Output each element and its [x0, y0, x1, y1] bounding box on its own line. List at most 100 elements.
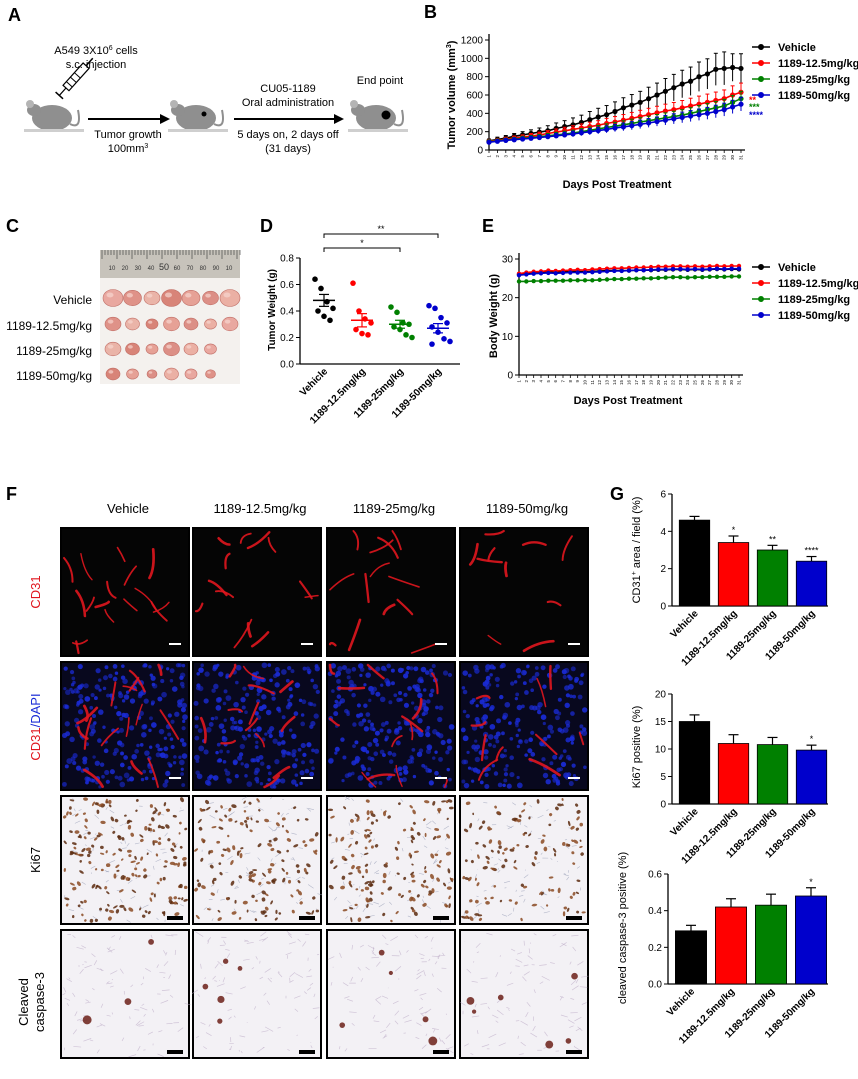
x-tick-label: 9 — [575, 380, 580, 383]
ki67-positive-nucleus — [234, 899, 237, 904]
stroma-fiber — [270, 977, 272, 980]
nucleus-stain — [517, 674, 521, 679]
nucleus-stain — [375, 742, 380, 747]
stroma-fiber — [428, 958, 431, 962]
ki67-positive-nucleus — [487, 828, 493, 831]
nucleus-stain — [104, 665, 109, 670]
stroma-fiber — [418, 1006, 424, 1011]
nucleus-stain — [570, 711, 575, 716]
ki67-positive-nucleus — [395, 910, 399, 915]
nucleus-stain — [225, 770, 231, 776]
ki67-positive-nucleus — [126, 849, 132, 853]
ki67-positive-nucleus — [275, 822, 280, 827]
stroma-fiber — [445, 1048, 454, 1054]
nucleus-stain — [144, 776, 149, 781]
stroma-fiber — [85, 1001, 91, 1004]
nucleus-stain — [237, 755, 243, 761]
ki67-positive-nucleus — [333, 865, 338, 870]
nucleus-stain — [300, 713, 305, 717]
nucleus-stain — [225, 695, 232, 701]
nucleus-stain — [580, 673, 584, 678]
nucleus-stain — [515, 692, 520, 697]
nucleus-stain — [393, 693, 398, 698]
nucleus-stain — [368, 698, 372, 703]
stroma-fiber — [163, 950, 166, 955]
stroma-fiber — [487, 1006, 490, 1010]
tumor-specimen — [219, 289, 241, 307]
ki67-positive-nucleus — [357, 869, 362, 874]
stroma-fiber — [574, 1016, 582, 1022]
ki67-positive-nucleus — [557, 803, 563, 807]
stroma-fiber — [223, 807, 228, 810]
ki67-positive-nucleus — [77, 853, 83, 856]
nucleus-stain — [252, 728, 257, 733]
stroma-fiber — [407, 915, 412, 918]
legend-label: Vehicle — [778, 262, 816, 274]
nucleus-stain — [70, 690, 75, 694]
x-tick-label: 22 — [671, 380, 676, 386]
ki67-positive-nucleus — [228, 818, 233, 822]
bar — [675, 930, 708, 985]
nucleus-stain — [391, 752, 397, 757]
nucleus-stain — [97, 738, 102, 743]
ki67-positive-nucleus — [135, 798, 139, 802]
data-point — [646, 120, 652, 126]
nucleus-stain — [410, 760, 414, 764]
ki67-positive-nucleus — [244, 819, 248, 823]
ki67-positive-nucleus — [561, 797, 564, 801]
data-point — [312, 276, 318, 283]
nucleus-stain — [494, 676, 500, 682]
nucleus-stain — [357, 775, 364, 781]
nucleus-stain — [465, 713, 470, 719]
stroma-fiber — [476, 951, 480, 953]
stroma-fiber — [208, 1023, 211, 1027]
nucleus-stain — [240, 762, 244, 766]
ki67-positive-nucleus — [370, 845, 374, 849]
significance-marker: **** — [749, 110, 764, 120]
ki67-positive-nucleus — [179, 845, 183, 849]
stroma-fiber — [174, 949, 177, 955]
ki67-positive-nucleus — [572, 862, 576, 865]
nucleus-stain — [354, 756, 361, 763]
ki67-positive-nucleus — [99, 907, 103, 911]
nucleus-stain — [264, 732, 268, 736]
panel-letter-d: D — [260, 216, 273, 236]
stroma-fiber — [362, 908, 366, 912]
data-point — [553, 271, 558, 276]
ki67-positive-nucleus — [95, 884, 99, 890]
stroma-fiber — [369, 861, 372, 866]
nucleus-stain — [496, 718, 502, 724]
y-tick-label: 30 — [502, 255, 514, 266]
ki67-positive-nucleus — [448, 895, 451, 900]
stroma-fiber — [351, 798, 354, 802]
data-point — [403, 332, 409, 338]
data-point — [327, 317, 333, 324]
cell-injection-text: A549 3X106 cells — [54, 45, 138, 57]
ki67-positive-nucleus — [238, 916, 242, 920]
stroma-fiber — [394, 1020, 399, 1025]
nucleus-stain — [571, 763, 576, 768]
vessel-stain — [535, 733, 558, 756]
vessel-stain — [123, 598, 138, 612]
ki67-positive-nucleus — [447, 799, 453, 803]
vessel-stain — [227, 708, 243, 713]
ki67-positive-nucleus — [464, 915, 469, 919]
nucleus-stain — [121, 699, 126, 703]
nucleus-stain — [549, 761, 554, 766]
stroma-fiber — [139, 905, 143, 910]
nucleus-stain — [266, 765, 271, 770]
stroma-fiber — [208, 862, 214, 865]
ki67-positive-nucleus — [296, 889, 300, 892]
stroma-fiber — [416, 970, 425, 976]
vessel-stain — [82, 768, 104, 788]
nucleus-stain — [66, 758, 73, 764]
ki67-positive-nucleus — [194, 848, 198, 852]
x-tick-label: 21 — [655, 155, 660, 161]
stroma-fiber — [220, 898, 225, 901]
data-point — [736, 274, 742, 279]
ki67-positive-nucleus — [242, 900, 248, 905]
chart-b-ylabel: Tumor volume (mm3) — [446, 40, 458, 149]
nucleus-stain — [361, 766, 367, 772]
ki67-positive-nucleus — [119, 904, 125, 908]
nucleus-stain — [431, 664, 436, 669]
